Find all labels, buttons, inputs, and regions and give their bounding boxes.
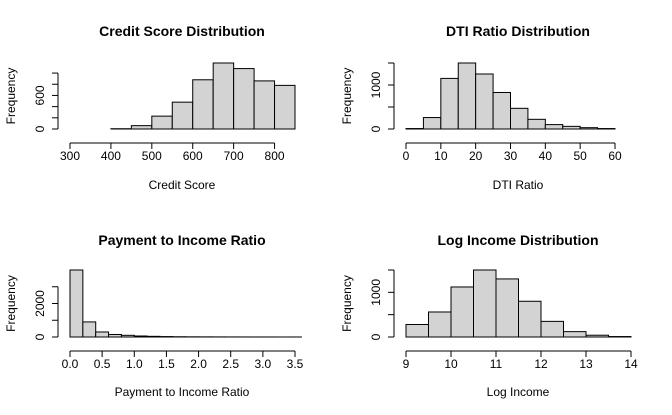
y-axis-label: Frequency xyxy=(4,275,18,332)
x-tick-label: 700 xyxy=(224,149,244,163)
y-tick-label: 0 xyxy=(33,125,47,132)
x-tick-label: 3.0 xyxy=(255,357,272,371)
y-tick-label: 0 xyxy=(33,333,47,340)
x-tick-label: 12 xyxy=(534,357,548,371)
x-tick-label: 300 xyxy=(60,149,80,163)
histogram-bar xyxy=(151,115,173,130)
histogram-bar xyxy=(585,334,609,338)
histogram-bar xyxy=(473,269,497,338)
histogram-bar xyxy=(69,269,84,338)
x-tick-label: 1.0 xyxy=(126,357,143,371)
x-tick-label: 1.5 xyxy=(158,357,175,371)
x-tick-label: 3.5 xyxy=(287,357,304,371)
chart-title: Payment to Income Ratio xyxy=(98,232,265,248)
x-tick-label: 2.0 xyxy=(190,357,207,371)
x-tick-label: 600 xyxy=(183,149,203,163)
y-axis-label: Frequency xyxy=(4,68,18,125)
y-axis-label: Frequency xyxy=(340,275,354,332)
histogram-bar xyxy=(510,107,529,130)
x-tick-label: 2.5 xyxy=(222,357,239,371)
histogram-bar xyxy=(120,334,135,338)
x-axis-label: Payment to Income Ratio xyxy=(115,385,250,399)
histogram-bar xyxy=(253,80,276,130)
histogram-bar xyxy=(274,84,296,130)
y-tick-label: 1000 xyxy=(369,279,383,306)
histogram-panel-2: DTI Ratio Distribution 0 10 20 30 40 50 60 0 1000… xyxy=(340,23,622,192)
chart-title: Log Income Distribution xyxy=(438,232,599,248)
histogram-bar xyxy=(562,125,581,130)
histogram-bar xyxy=(518,300,542,338)
x-axis-label: Log Income xyxy=(487,385,550,399)
histogram-bar xyxy=(579,127,599,130)
y-tick-label: 0 xyxy=(369,333,383,340)
x-tick-label: 50 xyxy=(573,149,587,163)
x-tick-label: 60 xyxy=(608,149,622,163)
histogram-bar xyxy=(133,335,148,338)
x-tick-label: 11 xyxy=(490,357,503,371)
histogram-bar xyxy=(544,124,564,130)
histogram-bar xyxy=(495,278,519,338)
x-tick-label: 0 xyxy=(403,149,410,163)
x-tick-label: 40 xyxy=(539,149,553,163)
histogram-bar xyxy=(492,91,512,130)
x-tick-label: 9 xyxy=(403,357,410,371)
histogram-bar xyxy=(405,323,429,338)
histogram-bar xyxy=(527,118,546,130)
y-tick-label: 0 xyxy=(369,125,383,132)
histogram-bar xyxy=(422,117,442,130)
histogram-bar xyxy=(233,68,255,130)
histogram-bar xyxy=(540,320,564,338)
x-tick-label: 500 xyxy=(142,149,162,163)
histogram-panel-4: Log Income Distribution 9 10 11 12 13 14 0 1000 L… xyxy=(340,232,638,399)
histogram-bar xyxy=(95,331,110,338)
histogram-bar xyxy=(457,62,477,130)
x-axis-label: DTI Ratio xyxy=(493,178,544,192)
histogram-bar xyxy=(450,286,474,338)
histogram-bar xyxy=(563,331,587,338)
histogram-panel-3: Payment to Income Ratio 0.0 0.5 1.0 1.5 2.0 2.… xyxy=(4,232,304,399)
x-axis-label: Credit Score xyxy=(149,178,216,192)
histogram-bar xyxy=(428,311,452,338)
chart-title: Credit Score Distribution xyxy=(99,23,265,39)
x-tick-label: 10 xyxy=(444,357,458,371)
histogram-panel-1: Credit Score Distribution 300 400 500 600 700… xyxy=(4,23,296,192)
x-tick-label: 14 xyxy=(624,357,638,371)
x-tick-label: 0.5 xyxy=(94,357,111,371)
y-tick-label: 1000 xyxy=(369,71,383,98)
y-tick-label: 600 xyxy=(33,85,47,105)
histogram-bar xyxy=(192,79,214,130)
y-tick-label: 2000 xyxy=(33,290,47,317)
histogram-bar xyxy=(212,62,235,130)
histogram-bar xyxy=(130,125,153,130)
histogram-bar xyxy=(108,333,122,338)
histogram-bar xyxy=(171,101,194,130)
histogram-bar xyxy=(475,73,494,130)
histogram-bar xyxy=(146,335,161,338)
x-tick-label: 13 xyxy=(579,357,593,371)
x-tick-label: 0.0 xyxy=(62,357,79,371)
histogram-bar xyxy=(82,321,97,338)
chart-title: DTI Ratio Distribution xyxy=(446,23,590,39)
x-tick-label: 400 xyxy=(101,149,121,163)
y-axis-label: Frequency xyxy=(340,68,354,125)
x-tick-label: 800 xyxy=(265,149,285,163)
x-tick-label: 10 xyxy=(434,149,448,163)
x-tick-label: 20 xyxy=(469,149,483,163)
histogram-bar xyxy=(440,77,459,130)
x-tick-label: 30 xyxy=(504,149,518,163)
